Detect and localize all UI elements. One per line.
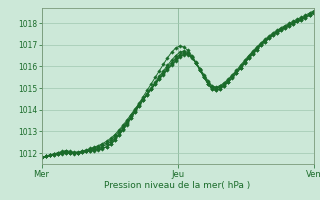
X-axis label: Pression niveau de la mer( hPa ): Pression niveau de la mer( hPa ) (104, 181, 251, 190)
